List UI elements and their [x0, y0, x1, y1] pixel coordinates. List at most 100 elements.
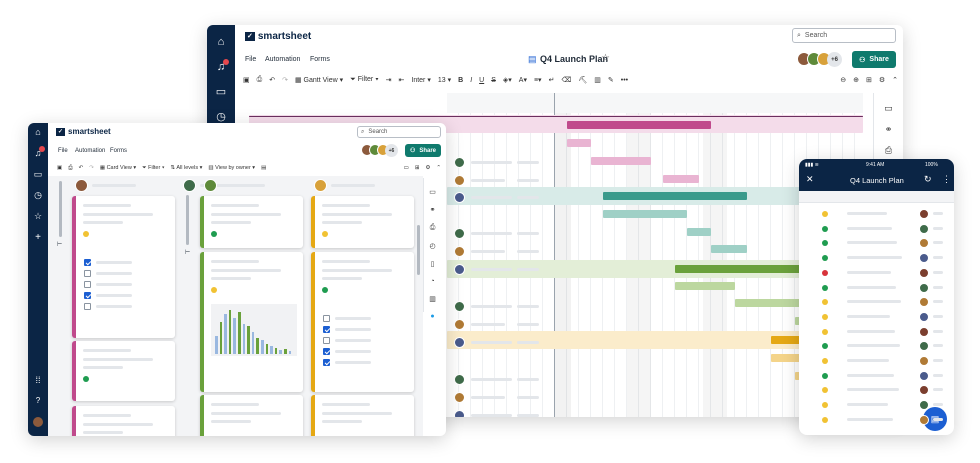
save-icon[interactable]: ▣ [243, 77, 250, 84]
redo-icon[interactable]: ↷ [89, 165, 94, 171]
gantt-bar[interactable] [711, 245, 747, 253]
recents-icon[interactable]: ◷ [34, 190, 42, 200]
task-card[interactable] [311, 395, 414, 436]
checklist-checkbox[interactable] [323, 326, 330, 333]
task-card[interactable] [72, 196, 175, 338]
home-icon[interactable]: ⌂ [217, 36, 225, 48]
brand-logo[interactable]: ✓ smartsheet [245, 31, 312, 42]
filter-button[interactable]: ⏷ Filter ▾ [142, 164, 165, 171]
undo-icon[interactable]: ↶ [78, 165, 84, 171]
print-icon[interactable]: ⎙ [68, 164, 73, 171]
font-selector[interactable]: Inter ▾ [411, 77, 431, 84]
avatar[interactable] [454, 175, 465, 187]
avatar[interactable] [454, 373, 465, 385]
gantt-bar[interactable] [603, 192, 747, 200]
comment-icon[interactable]: ▭ [884, 103, 893, 113]
checklist-checkbox[interactable] [323, 348, 330, 355]
favorites-icon[interactable]: ☆ [33, 211, 43, 221]
strike-icon[interactable]: S [491, 76, 496, 84]
avatar[interactable] [454, 191, 465, 203]
settings-icon[interactable]: ⚙ [878, 77, 886, 84]
avatar[interactable] [454, 410, 465, 417]
checklist-checkbox[interactable] [84, 270, 91, 277]
notifications-icon[interactable]: ♫ [217, 59, 230, 73]
avatar[interactable] [919, 326, 929, 337]
checklist-checkbox[interactable] [84, 259, 91, 266]
indent-icon[interactable]: ⇥ [385, 77, 392, 84]
card-icon[interactable]: ▥ [594, 77, 601, 84]
lane-owner-avatar[interactable] [204, 179, 217, 192]
wrap-icon[interactable]: ↵ [548, 77, 555, 84]
checklist-checkbox[interactable] [84, 292, 91, 299]
checklist-checkbox[interactable] [323, 315, 330, 322]
scrollbar[interactable] [59, 181, 62, 237]
task-card[interactable] [311, 196, 414, 248]
task-card[interactable] [200, 252, 303, 392]
underline-icon[interactable]: U [479, 76, 485, 84]
menu-file[interactable]: File [58, 148, 68, 154]
link-icon[interactable]: ⚭ [429, 207, 436, 214]
user-avatar[interactable] [33, 417, 43, 427]
avatar[interactable] [454, 228, 465, 239]
save-icon[interactable]: ▣ [57, 165, 63, 171]
undo-icon[interactable]: ↶ [269, 77, 276, 84]
share-button[interactable]: ⚇ Share [405, 144, 441, 157]
gantt-bar[interactable] [567, 121, 711, 129]
avatar[interactable] [919, 370, 929, 381]
format-painter-icon[interactable]: ⛏ [578, 77, 588, 84]
avatar[interactable] [919, 311, 929, 322]
link-icon[interactable]: ⚭ [884, 124, 893, 134]
favorite-star-icon[interactable]: ☆ [601, 53, 610, 64]
view-selector[interactable]: ▦ Gantt View ▾ [294, 77, 344, 84]
avatar[interactable] [919, 297, 929, 308]
redo-icon[interactable]: ↷ [282, 77, 288, 84]
menu-forms[interactable]: Forms [310, 56, 330, 63]
avatar[interactable] [919, 223, 929, 234]
highlight-icon[interactable]: ✎ [607, 77, 614, 84]
bulb-icon[interactable]: ● [430, 313, 435, 320]
print-icon[interactable]: ⎙ [429, 224, 436, 231]
avatar[interactable] [919, 400, 929, 411]
avatar[interactable] [454, 337, 465, 349]
checklist-checkbox[interactable] [323, 359, 330, 366]
search-input[interactable]: ⌕ Search [357, 126, 441, 138]
checklist-checkbox[interactable] [84, 303, 91, 310]
fill-color-icon[interactable]: ◈▾ [502, 77, 512, 84]
help-icon[interactable]: ? [35, 396, 41, 405]
home-icon[interactable]: ⌂ [35, 127, 41, 137]
recents-icon[interactable]: ◷ [216, 111, 226, 123]
scrollbar[interactable] [186, 195, 189, 245]
folder-icon[interactable]: ▭ [33, 169, 43, 179]
avatar[interactable] [919, 238, 929, 249]
print-icon[interactable]: ⎙ [256, 76, 263, 83]
levels-selector[interactable]: ⇅ All levels ▾ [170, 165, 203, 171]
apps-icon[interactable]: ⁞⁞ [35, 375, 41, 385]
more-icon[interactable]: ••• [620, 76, 629, 84]
gantt-bar[interactable] [675, 282, 735, 290]
layout-icon[interactable]: ⊞ [865, 77, 872, 84]
gantt-bar[interactable] [603, 210, 687, 218]
menu-automation[interactable]: Automation [75, 148, 106, 154]
avatar[interactable] [454, 246, 465, 258]
menu-file[interactable]: File [245, 56, 257, 63]
avatar[interactable] [454, 319, 465, 330]
task-card[interactable] [200, 395, 303, 436]
checklist-checkbox[interactable] [323, 337, 330, 344]
settings-icon[interactable]: ⚙ [425, 165, 431, 171]
refresh-icon[interactable]: ↻ [924, 174, 932, 184]
brand-logo[interactable]: ✓ smartsheet [56, 127, 111, 136]
owner-selector[interactable]: ▥ View by owner ▾ [208, 165, 256, 171]
comment-icon[interactable]: ▭ [429, 189, 436, 196]
collapse-lane-icon[interactable]: ⊢ [57, 242, 63, 248]
menu-automation[interactable]: Automation [265, 56, 301, 63]
filter-button[interactable]: ⏷ Filter ▾ [350, 76, 379, 83]
gantt-bar[interactable] [567, 139, 591, 147]
more-collaborators[interactable]: +6 [827, 52, 842, 67]
outdent-icon[interactable]: ⇤ [398, 77, 405, 84]
avatar[interactable] [454, 391, 465, 403]
more-vertical-icon[interactable]: ⋮ [942, 174, 951, 184]
create-icon[interactable]: + [35, 232, 41, 243]
view-selector[interactable]: ▦ Card View ▾ [99, 165, 137, 171]
avatar[interactable] [919, 282, 929, 293]
task-card[interactable] [200, 196, 303, 248]
